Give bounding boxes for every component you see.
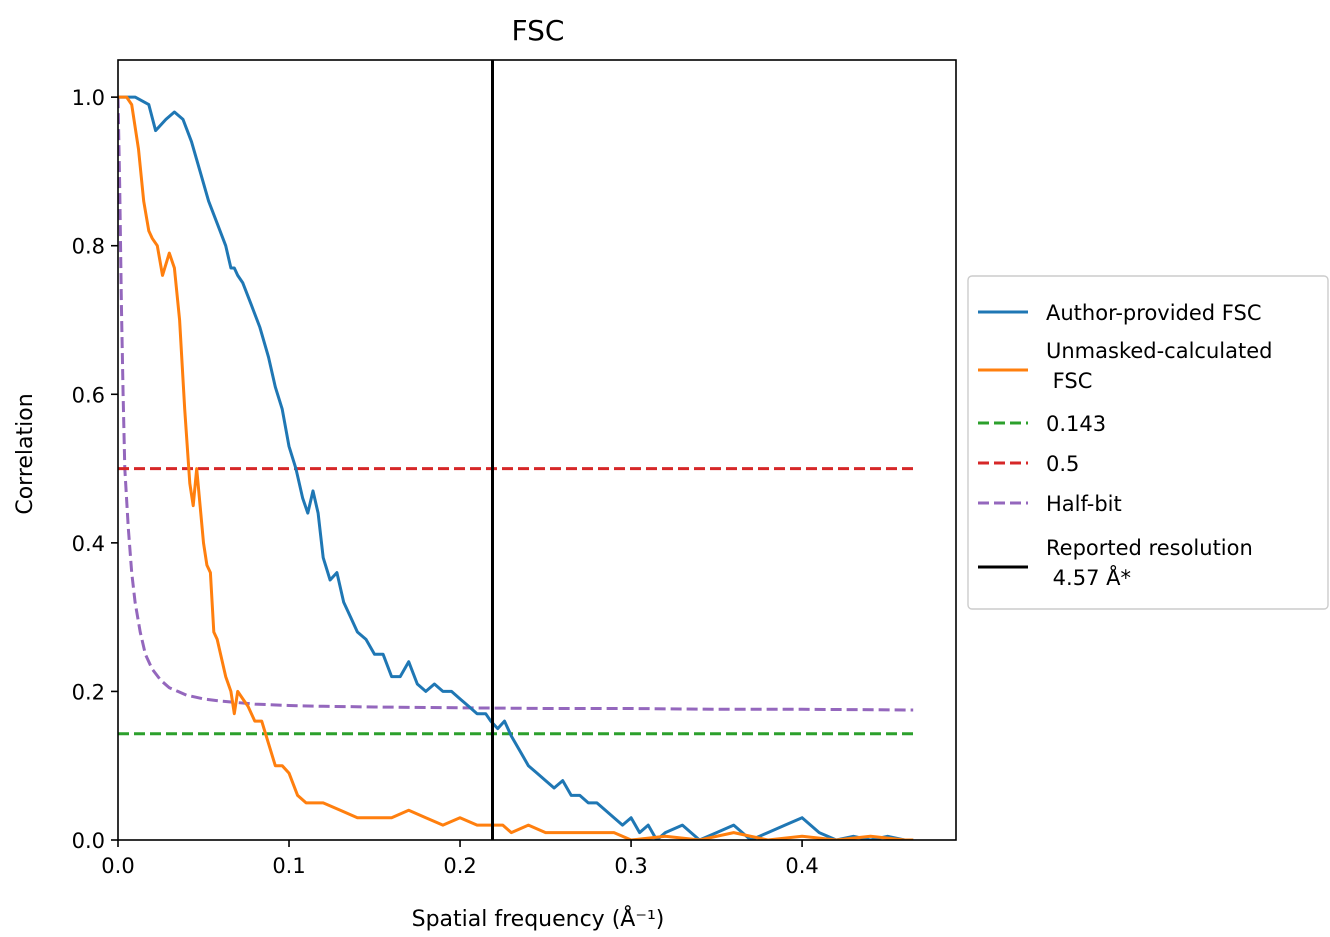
series-line-4 <box>118 97 914 712</box>
chart-title: FSC <box>512 14 565 47</box>
y-tick-label: 0.4 <box>72 532 105 556</box>
legend: Author-provided FSC Unmasked-calculated F… <box>967 275 1329 610</box>
series-group <box>118 60 914 840</box>
plot-area: 0.0 0.1 0.2 0.3 0.4 0.0 0.2 0.4 0.6 0.8 1.0 <box>72 59 957 878</box>
y-tick-label: 1.0 <box>72 86 105 110</box>
y-tick-label: 0.0 <box>72 829 105 853</box>
legend-label-2: 0.143 <box>1046 412 1106 436</box>
y-axis-title: Correlation <box>13 393 38 514</box>
x-tick-label: 0.1 <box>272 854 305 878</box>
legend-box <box>967 275 1329 610</box>
axes-frame <box>117 59 957 841</box>
series-line-0 <box>118 95 914 840</box>
y-tick-label: 0.6 <box>72 383 105 407</box>
x-axis-title: Spatial frequency (Å⁻¹) <box>412 905 665 932</box>
legend-label-0: Author-provided FSC <box>1046 301 1262 325</box>
x-tick-label: 0.2 <box>443 854 476 878</box>
legend-label-4: Half-bit <box>1046 492 1122 516</box>
x-tick-label: 0.0 <box>101 854 134 878</box>
series-line-1 <box>118 95 914 840</box>
x-tick-label: 0.4 <box>785 854 818 878</box>
legend-label-5: Reported resolution 4.57 Å* <box>1046 536 1253 590</box>
legend-label-1: Unmasked-calculated FSC <box>1046 339 1272 393</box>
y-tick-label: 0.8 <box>72 235 105 259</box>
legend-label-3: 0.5 <box>1046 452 1079 476</box>
x-tick-label: 0.3 <box>614 854 647 878</box>
y-tick-label: 0.2 <box>72 680 105 704</box>
